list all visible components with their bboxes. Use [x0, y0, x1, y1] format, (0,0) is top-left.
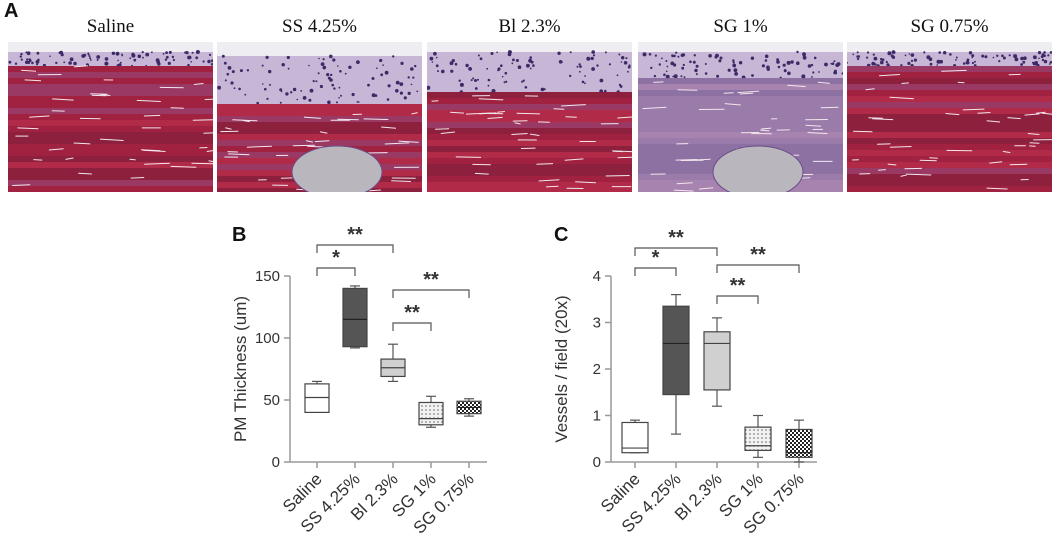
x-tick-label: Saline	[597, 469, 644, 516]
significance-label: **	[347, 224, 363, 246]
box	[744, 426, 772, 451]
significance-bracket	[716, 264, 800, 273]
y-tick-label: 4	[593, 268, 601, 285]
significance-bracket	[634, 247, 718, 256]
significance-bracket	[716, 295, 759, 304]
x-tick-label: SG 1%	[388, 469, 440, 521]
box	[621, 421, 649, 454]
histology-title-sg075: SG 0.75%	[910, 16, 989, 37]
histology-image-saline	[8, 42, 213, 192]
panel-label-b: B	[232, 224, 247, 246]
box	[662, 305, 690, 396]
x-tick-label: SG 1%	[715, 469, 767, 521]
panel-label-c: C	[554, 224, 569, 246]
x-tick-label: SG 0.75%	[410, 469, 478, 537]
histology-image-bl	[427, 42, 632, 192]
y-tick-label: 3	[593, 315, 601, 332]
y-tick-label: 100	[255, 330, 280, 347]
y-tick-label: 50	[263, 392, 280, 409]
significance-bracket	[634, 267, 677, 276]
significance-bracket	[392, 322, 432, 331]
x-tick-label: Saline	[279, 469, 326, 516]
histology-image-sg075	[847, 42, 1052, 192]
box	[785, 428, 813, 458]
significance-bracket	[392, 289, 470, 298]
box	[418, 401, 444, 426]
significance-label: *	[332, 247, 340, 269]
significance-label: **	[404, 302, 420, 324]
histology-title-ss: SS 4.25%	[282, 16, 357, 37]
box	[342, 287, 368, 348]
y-axis-label: Vessels / field (20x)	[552, 295, 571, 442]
x-tick-label: Bl 2.3%	[671, 469, 726, 524]
x-tick-label: SG 0.75%	[740, 469, 808, 537]
y-tick-label: 1	[593, 408, 601, 425]
histology-image-ss	[217, 42, 422, 192]
significance-bracket	[316, 267, 356, 276]
significance-label: **	[423, 269, 439, 291]
significance-label: **	[750, 244, 766, 266]
y-tick-label: 0	[593, 454, 601, 471]
histology-title-sg1: SG 1%	[713, 16, 768, 37]
significance-label: **	[730, 275, 746, 297]
box	[703, 331, 731, 391]
y-tick-label: 0	[272, 454, 280, 471]
x-tick-label: SS 4.25%	[297, 469, 364, 536]
y-axis-label: PM Thickness (um)	[231, 296, 250, 442]
histology-title-saline: Saline	[86, 16, 135, 37]
box	[304, 383, 330, 414]
significance-label: **	[668, 227, 684, 249]
x-tick-label: Bl 2.3%	[347, 469, 402, 524]
box	[380, 358, 406, 378]
panel-label-a: A	[4, 0, 19, 22]
y-tick-label: 2	[593, 361, 601, 378]
y-tick-label: 150	[255, 268, 280, 285]
box	[456, 400, 482, 415]
histology-title-bl: Bl 2.3%	[498, 16, 561, 37]
significance-bracket	[316, 244, 394, 253]
x-tick-label: SS 4.25%	[618, 469, 685, 536]
histology-image-sg1	[638, 42, 843, 192]
significance-label: *	[652, 247, 660, 269]
